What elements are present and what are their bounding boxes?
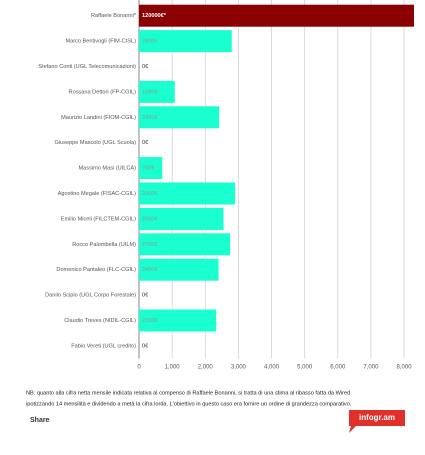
category-label: Maurizio Landini (FIOM-CGIL) — [61, 115, 136, 121]
bar — [139, 30, 232, 53]
note: NB: quanto alla cifra netta mensile indi… — [26, 390, 350, 396]
category-label: Raffaele Bonanni* — [91, 13, 137, 19]
x-tick-label: 2,000 — [198, 365, 214, 371]
x-tick-label: 6,000 — [330, 365, 346, 371]
x-tick-label: 4,000 — [264, 365, 280, 371]
bar — [139, 80, 175, 103]
x-tick-label: 5,000 — [297, 365, 313, 371]
x-tick-label: 7,000 — [363, 365, 379, 371]
category-label: Rocco Palombella (UILM) — [72, 242, 136, 248]
category-label: Danilo Scipio (UGL Corpo Forestale) — [45, 293, 136, 299]
value-label: 2750€ — [142, 242, 158, 248]
brand-text: infogr.am — [359, 413, 395, 422]
value-label: 2400€ — [142, 267, 158, 273]
x-tick-label: 1,000 — [165, 365, 181, 371]
category-label: Domenico Pantaleo (FLC-CGIL) — [56, 267, 136, 273]
x-tick-label: 0 — [137, 365, 141, 371]
category-label: Agostino Megale (FISAC-CGIL) — [58, 191, 136, 197]
bar — [139, 182, 236, 205]
value-label: 2550€ — [142, 216, 158, 222]
bar — [139, 207, 224, 230]
grid — [138, 0, 405, 359]
bar — [139, 4, 414, 27]
category-label: Marco Bentivogli (FIM-CISL) — [65, 39, 136, 45]
bar — [139, 106, 220, 129]
category-label: Giuseppe Mascolo (UGL Scuola) — [54, 140, 136, 146]
category-label: Rossana Dettori (FP-CGIL) — [69, 89, 137, 95]
category-label: Stefano Conti (UGL Telecomunicazioni) — [38, 64, 136, 70]
bar — [139, 309, 217, 332]
value-label: 700€ — [142, 166, 155, 172]
value-label: 2420€ — [142, 115, 158, 121]
value-label: 0€ — [142, 293, 149, 299]
value-label: 2900€ — [142, 191, 158, 197]
note: ipotizzando 14 mensilità e dividendo a m… — [26, 401, 352, 407]
category-label: Massimo Masi (UILCA) — [79, 166, 137, 172]
value-label: 2330€ — [142, 318, 158, 324]
value-label: 0€ — [142, 64, 149, 70]
category-label: Emilio Miceli (FILCTEM-CGIL) — [61, 216, 136, 222]
labels: 0 1,000 2,000 3,000 4,000 5,000 6,000 7,000 8,00… — [38, 13, 412, 370]
bar — [139, 157, 163, 180]
brand-logo[interactable] — [349, 410, 405, 433]
bars — [139, 4, 414, 332]
bar — [139, 258, 219, 281]
value-label: 0€ — [142, 343, 149, 349]
x-tick-label: 8,000 — [397, 365, 413, 371]
value-label: 1080€ — [142, 89, 158, 95]
value-label: 120000€* — [142, 13, 167, 19]
value-label: 0€ — [142, 140, 149, 146]
value-label: 2800€ — [142, 39, 158, 45]
x-tick-label: 3,000 — [231, 365, 247, 371]
category-label: Fabio Vereti (UGL credito) — [71, 343, 136, 349]
category-label: Claudio Treves (NIDIL-CGIL) — [64, 318, 136, 324]
bar — [139, 233, 231, 256]
share-button[interactable]: Share — [30, 417, 50, 424]
